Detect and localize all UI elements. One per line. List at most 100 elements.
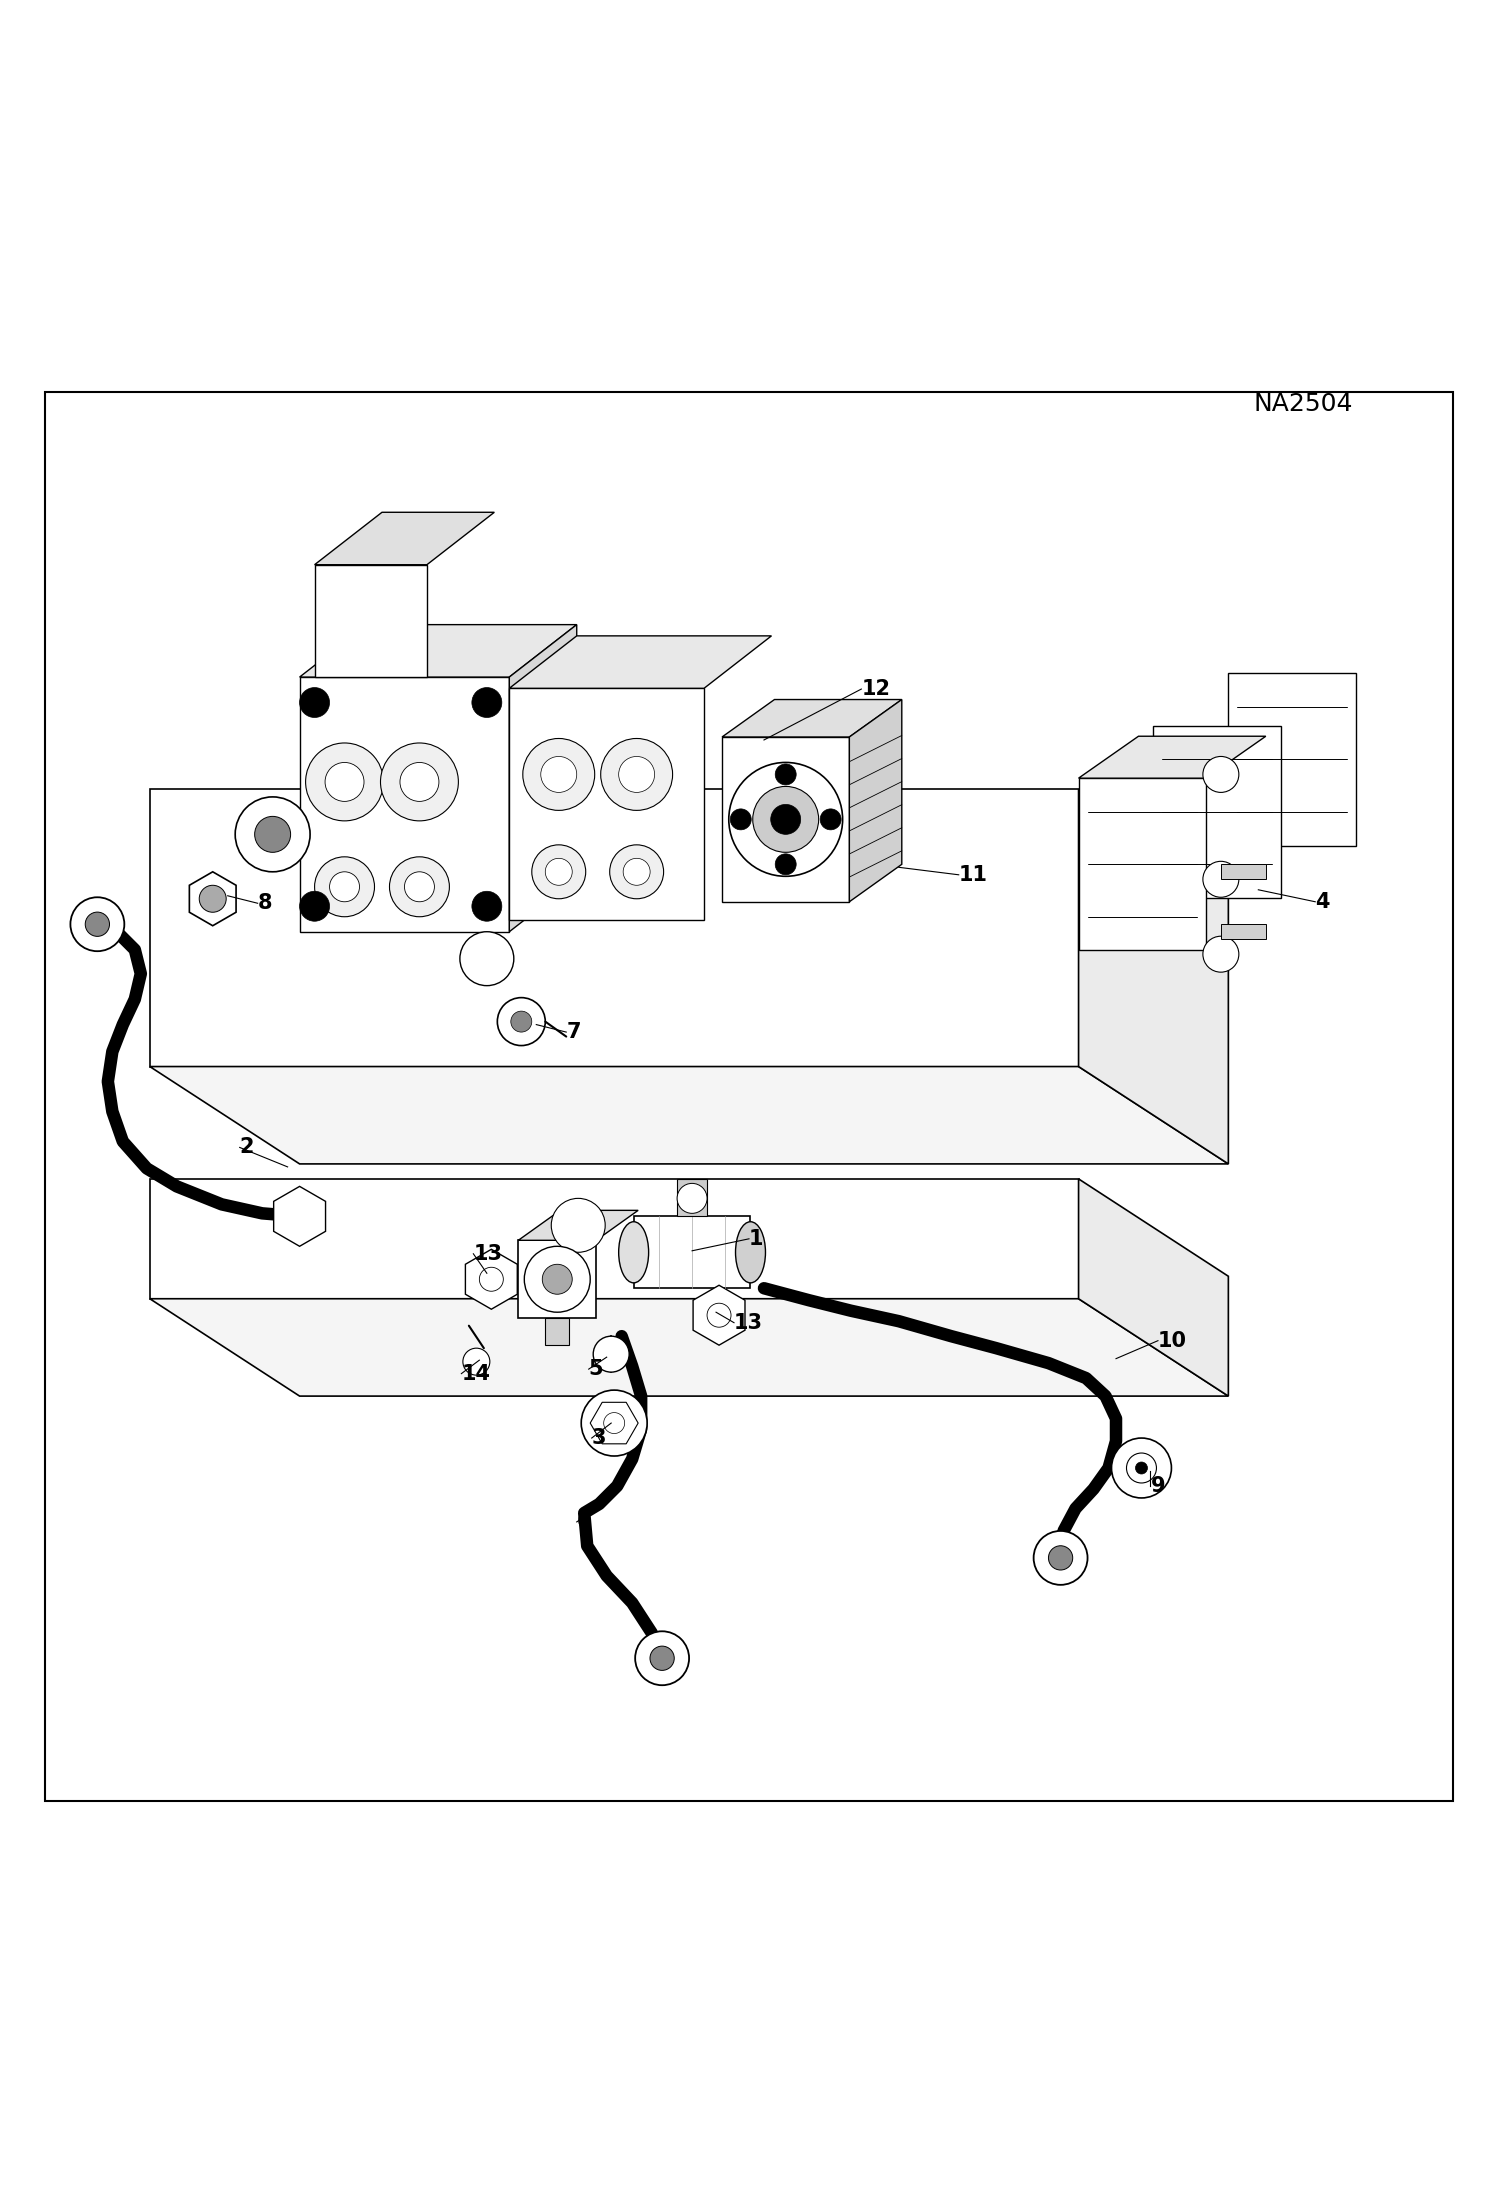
- Circle shape: [650, 1647, 674, 1671]
- Circle shape: [604, 1412, 625, 1434]
- Circle shape: [593, 1336, 629, 1373]
- Circle shape: [731, 809, 752, 829]
- Circle shape: [542, 1265, 572, 1294]
- Polygon shape: [518, 1211, 638, 1241]
- Polygon shape: [518, 1241, 596, 1318]
- Circle shape: [497, 998, 545, 1046]
- Polygon shape: [1153, 726, 1281, 897]
- Circle shape: [463, 1349, 490, 1375]
- Text: 13: 13: [734, 1314, 762, 1333]
- Polygon shape: [694, 1285, 745, 1344]
- Circle shape: [623, 857, 650, 886]
- Polygon shape: [150, 1298, 1228, 1397]
- Polygon shape: [1079, 789, 1228, 1164]
- Circle shape: [545, 857, 572, 886]
- Polygon shape: [509, 689, 704, 921]
- Circle shape: [1112, 1439, 1171, 1498]
- Circle shape: [1203, 936, 1239, 971]
- Circle shape: [325, 763, 364, 800]
- Polygon shape: [150, 1066, 1228, 1164]
- Circle shape: [472, 689, 502, 717]
- Polygon shape: [300, 625, 577, 678]
- Text: 5: 5: [589, 1360, 604, 1379]
- Polygon shape: [189, 873, 237, 925]
- Circle shape: [1049, 1546, 1073, 1570]
- Polygon shape: [722, 737, 849, 901]
- Circle shape: [255, 816, 291, 853]
- Polygon shape: [150, 789, 1079, 1066]
- Text: 8: 8: [258, 893, 273, 912]
- Circle shape: [235, 796, 310, 873]
- Circle shape: [635, 1632, 689, 1684]
- Circle shape: [821, 809, 842, 829]
- Circle shape: [315, 857, 374, 917]
- Text: 9: 9: [1150, 1476, 1165, 1496]
- Circle shape: [199, 886, 226, 912]
- Circle shape: [400, 763, 439, 800]
- Polygon shape: [300, 678, 509, 932]
- Circle shape: [619, 757, 655, 792]
- Polygon shape: [1079, 1180, 1228, 1397]
- Text: 4: 4: [1315, 893, 1330, 912]
- Circle shape: [330, 873, 360, 901]
- Circle shape: [730, 763, 843, 877]
- Polygon shape: [274, 1186, 325, 1246]
- Circle shape: [523, 739, 595, 811]
- Polygon shape: [315, 513, 494, 566]
- Text: 13: 13: [473, 1243, 502, 1263]
- Text: 2: 2: [240, 1138, 255, 1158]
- Circle shape: [300, 890, 330, 921]
- Polygon shape: [509, 636, 771, 689]
- Polygon shape: [849, 700, 902, 901]
- Circle shape: [532, 844, 586, 899]
- Circle shape: [306, 743, 383, 820]
- Circle shape: [776, 763, 797, 785]
- Text: 10: 10: [1158, 1331, 1186, 1351]
- Circle shape: [300, 689, 330, 717]
- Circle shape: [610, 844, 664, 899]
- Polygon shape: [150, 1180, 1079, 1298]
- Circle shape: [479, 1268, 503, 1292]
- Circle shape: [1126, 1454, 1156, 1482]
- Bar: [1221, 864, 1266, 879]
- Polygon shape: [1079, 779, 1206, 950]
- Bar: [545, 1318, 569, 1344]
- Circle shape: [707, 1303, 731, 1327]
- Polygon shape: [1079, 737, 1266, 779]
- Circle shape: [460, 932, 514, 985]
- Text: 7: 7: [566, 1022, 581, 1042]
- Circle shape: [541, 757, 577, 792]
- Text: NA2504: NA2504: [1254, 393, 1353, 417]
- Circle shape: [380, 743, 458, 820]
- Circle shape: [771, 805, 801, 833]
- Polygon shape: [634, 1217, 750, 1287]
- Ellipse shape: [736, 1222, 765, 1283]
- Text: 6: 6: [577, 1511, 592, 1533]
- Circle shape: [776, 853, 797, 875]
- Circle shape: [511, 1011, 532, 1033]
- Polygon shape: [509, 625, 577, 932]
- Bar: [1221, 923, 1266, 939]
- Circle shape: [1135, 1463, 1147, 1474]
- Circle shape: [601, 739, 673, 811]
- Circle shape: [472, 890, 502, 921]
- Circle shape: [1203, 862, 1239, 897]
- Polygon shape: [315, 566, 427, 678]
- Circle shape: [551, 1197, 605, 1252]
- Circle shape: [677, 1184, 707, 1213]
- Circle shape: [404, 873, 434, 901]
- Circle shape: [524, 1246, 590, 1311]
- Circle shape: [85, 912, 109, 936]
- Ellipse shape: [619, 1222, 649, 1283]
- Polygon shape: [590, 1401, 638, 1443]
- Text: 11: 11: [959, 864, 987, 884]
- Circle shape: [581, 1390, 647, 1456]
- Text: 1: 1: [749, 1228, 764, 1248]
- Circle shape: [70, 897, 124, 952]
- Circle shape: [389, 857, 449, 917]
- Polygon shape: [466, 1250, 517, 1309]
- Circle shape: [1034, 1531, 1088, 1586]
- Circle shape: [1203, 757, 1239, 792]
- Polygon shape: [722, 700, 902, 737]
- Bar: [677, 1180, 707, 1217]
